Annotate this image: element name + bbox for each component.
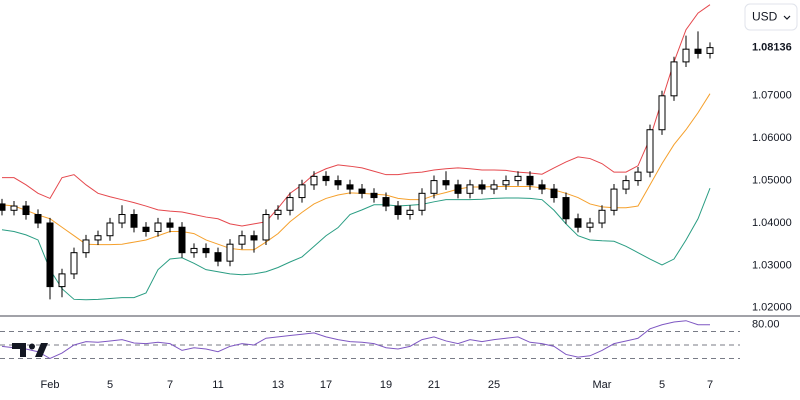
chevron-icon[interactable] <box>783 15 791 20</box>
last-price-label: 1.08136 <box>752 42 792 54</box>
candle-body <box>70 252 78 275</box>
candle-body <box>22 205 30 216</box>
candle-body <box>370 192 378 199</box>
logo <box>12 343 48 357</box>
candle-body <box>358 188 366 194</box>
y-tick-label: 1.06000 <box>752 132 792 144</box>
x-tick-label: 21 <box>428 379 440 391</box>
candle-body <box>82 239 90 254</box>
candle-body <box>262 214 270 241</box>
candle-body <box>94 235 102 241</box>
candle-body <box>334 180 342 186</box>
x-tick-label: Mar <box>593 379 612 391</box>
candle-body <box>574 218 582 228</box>
y-tick-label: 1.03000 <box>752 259 792 271</box>
logo-dot <box>29 343 35 350</box>
x-tick-label: 25 <box>488 379 500 391</box>
x-tick-label: 5 <box>107 379 113 391</box>
candle-body <box>586 222 594 228</box>
candle-body <box>406 209 414 216</box>
candle-body <box>10 205 18 211</box>
candle-body <box>106 222 114 237</box>
upper-band <box>2 4 711 227</box>
candle-body <box>322 175 330 182</box>
y-tick-label: 1.04000 <box>752 217 792 229</box>
candle-body <box>34 214 42 224</box>
x-tick-label: 7 <box>707 379 713 391</box>
axes: 1.02000 1.03000 1.04000 1.05000 1.06000 1.070… <box>41 38 799 391</box>
currency-button-box[interactable] <box>744 3 798 31</box>
candle-body <box>562 197 570 220</box>
candle-body <box>622 180 630 190</box>
y-tick-label: 1.05000 <box>752 175 792 187</box>
candle-body <box>310 175 318 186</box>
candle-body <box>598 209 606 224</box>
candle-body <box>238 235 246 245</box>
candle-body <box>382 197 390 207</box>
candle-body <box>142 226 150 232</box>
candle-body <box>634 171 642 182</box>
y-tick-label: 1.07000 <box>752 90 792 102</box>
candle-body <box>466 184 474 194</box>
currency-button[interactable]: USD <box>744 3 798 31</box>
candle-body <box>166 222 174 228</box>
candle-body <box>694 48 702 54</box>
y-tick-label: 1.02000 <box>752 302 792 314</box>
currency-label[interactable]: USD <box>752 10 778 24</box>
candle-body <box>286 197 294 211</box>
candle-body <box>202 247 210 254</box>
lower-band <box>1 188 711 301</box>
candle-body <box>670 61 678 97</box>
price-pane <box>0 4 714 301</box>
rsi-pane <box>0 320 740 360</box>
candle-body <box>442 180 450 186</box>
candle-body <box>706 47 714 54</box>
candle-body <box>0 203 6 211</box>
candle-body <box>274 209 282 216</box>
candle-body <box>118 214 126 224</box>
candle-body <box>418 192 426 211</box>
x-tick-label: 7 <box>167 379 173 391</box>
candle-body <box>298 184 306 199</box>
last-price-box <box>745 38 799 57</box>
basis-band <box>1 93 711 251</box>
rsi-line <box>1 320 710 360</box>
candle-body <box>478 184 486 190</box>
candle-body <box>214 252 222 262</box>
x-tick-label: 11 <box>212 379 223 391</box>
candle-body <box>550 188 558 199</box>
candle-body <box>454 184 462 194</box>
candle-body <box>610 188 618 211</box>
candle-body <box>130 214 138 228</box>
x-tick-label: 5 <box>659 379 665 391</box>
candle-body <box>394 205 402 216</box>
candle-body <box>658 95 666 131</box>
candle-body <box>490 184 498 190</box>
rsi-tick-label: 80.00 <box>752 319 780 331</box>
candle-body <box>46 222 54 288</box>
x-tick-label: 13 <box>272 379 284 391</box>
candle-body <box>682 48 690 63</box>
logo-mark <box>12 343 26 357</box>
candle-body <box>646 129 654 173</box>
candle-body <box>190 247 198 254</box>
candle-body <box>250 235 258 241</box>
candle-body <box>346 184 354 190</box>
x-tick-label: 17 <box>320 379 332 391</box>
candle-body <box>538 184 546 190</box>
candle-body <box>178 226 186 254</box>
candle-body <box>502 180 510 186</box>
x-tick-label: 19 <box>380 379 392 391</box>
logo-slash <box>35 343 48 357</box>
candle-body <box>526 175 534 186</box>
x-tick-label: Feb <box>41 379 60 391</box>
candle-body <box>226 243 234 262</box>
candle-body <box>514 175 522 182</box>
candle-body <box>154 222 162 232</box>
candle-body <box>430 180 438 194</box>
candle-body <box>58 273 66 288</box>
